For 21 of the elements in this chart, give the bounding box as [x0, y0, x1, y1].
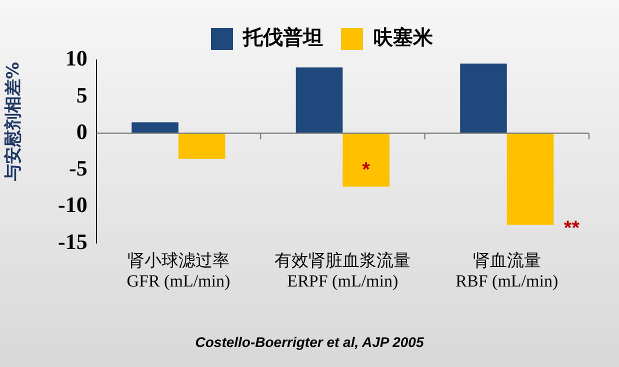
y-tick-label: -10: [58, 192, 88, 218]
y-tick-label: 10: [65, 46, 88, 71]
legend-label: 托伐普坦: [242, 25, 323, 50]
text: Costello-Boerrigter et al, AJP 2005: [194, 334, 425, 350]
x-tick-label: 肾小球滤过率 GFR (mL/min): [126, 250, 230, 290]
annotation: *: [362, 158, 370, 181]
bar: [506, 133, 554, 225]
y-axis-title: 与安慰剂相差%: [2, 60, 24, 184]
x-tick-label: 肾血流量 RBF (mL/min): [456, 250, 558, 290]
y-tick-label: -5: [69, 156, 88, 181]
x-tick-label: 有效肾脏血浆流量 ERPF (mL/min): [274, 250, 411, 290]
bar: [296, 67, 343, 134]
y-tick-label: 0: [76, 118, 88, 144]
annotation: **: [564, 217, 580, 240]
bar: [460, 64, 507, 134]
bar: [342, 133, 390, 187]
y-tick-label: -15: [58, 228, 88, 254]
legend-label: 呋塞米: [373, 25, 434, 50]
bar: [132, 122, 178, 134]
bar: [178, 133, 226, 159]
y-tick-label: 5: [76, 82, 88, 108]
